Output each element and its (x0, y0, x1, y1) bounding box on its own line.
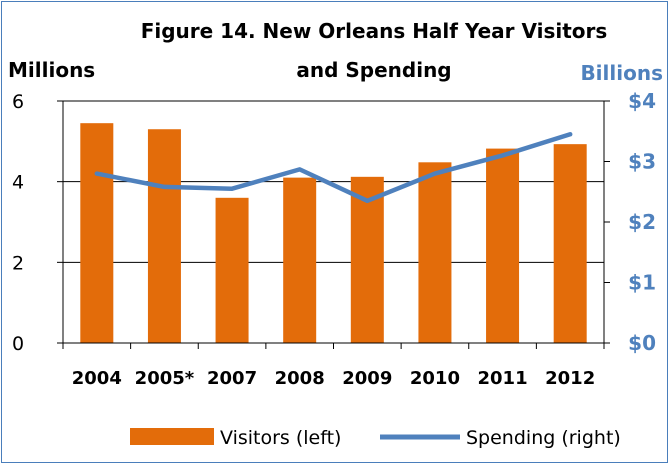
chart-title-line2: and Spending (296, 58, 451, 82)
visitors-bars (80, 123, 587, 343)
legend-visitors-label: Visitors (left) (220, 427, 341, 449)
left-axis-label: Millions (8, 58, 95, 82)
right-tick-label: $3 (628, 150, 656, 174)
bar-visitors (215, 197, 249, 343)
right-tick-label: $2 (628, 210, 656, 234)
spending-line-layer (94, 132, 573, 204)
left-tick-label: 6 (12, 91, 24, 113)
right-tick-label: $0 (628, 331, 656, 355)
bar-visitors (553, 144, 587, 343)
legend-spending-label: Spending (right) (466, 427, 621, 449)
category-label: 2012 (545, 368, 595, 389)
category-label: 2009 (342, 368, 392, 389)
category-label: 2005* (135, 368, 195, 389)
left-tick-label: 2 (12, 252, 24, 274)
bar-visitors (283, 177, 317, 343)
category-label: 2007 (207, 368, 257, 389)
bar-visitors (80, 123, 114, 343)
bar-visitors (350, 176, 384, 343)
right-tick-label: $4 (628, 89, 656, 113)
axes (57, 100, 610, 349)
chart-title-line1: Figure 14. New Orleans Half Year Visitor… (141, 19, 608, 43)
left-tick-label: 4 (12, 172, 24, 194)
category-label: 2008 (275, 368, 325, 389)
category-labels: 2004 2005* 2007 2008 2009 2010 2011 2012 (72, 368, 595, 389)
bar-visitors (147, 129, 181, 343)
bar-visitors (486, 148, 520, 343)
legend-visitors-swatch (130, 428, 214, 445)
right-tick-label: $1 (628, 271, 656, 295)
left-tick-label: 0 (12, 333, 24, 355)
right-axis-label: Billions (580, 61, 663, 85)
legend: Visitors (left) Spending (right) (130, 427, 621, 449)
spending-line (94, 132, 573, 204)
right-tick-labels: $0 $1 $2 $3 $4 (628, 89, 656, 355)
left-tick-labels: 0 2 4 6 (12, 91, 24, 355)
bar-visitors (418, 162, 452, 343)
category-label: 2004 (72, 368, 122, 389)
category-label: 2011 (478, 368, 528, 389)
category-label: 2010 (410, 368, 460, 389)
